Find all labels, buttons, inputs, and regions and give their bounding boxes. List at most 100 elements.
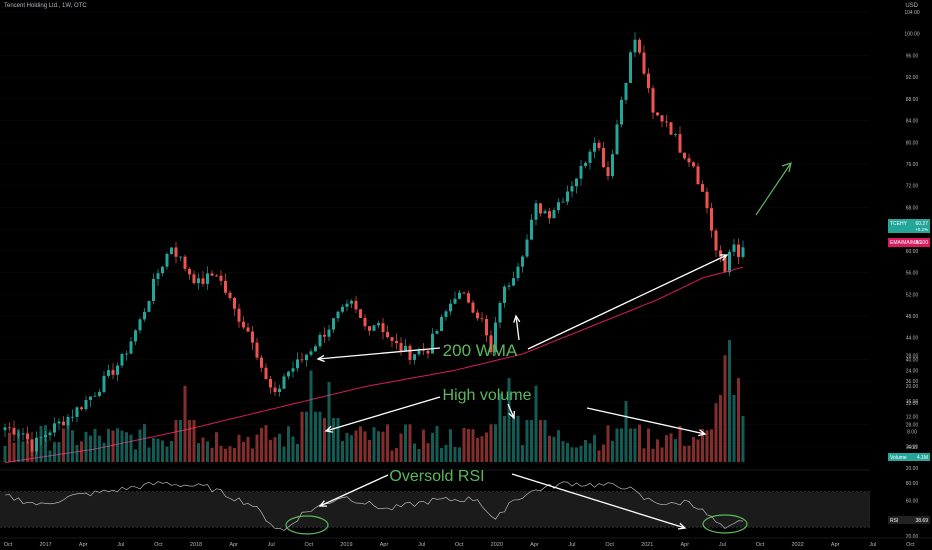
volume-tick-label: 12.00 xyxy=(906,414,919,420)
candle-body xyxy=(206,273,209,284)
volume-bar xyxy=(300,411,304,462)
candle-body xyxy=(476,312,479,319)
candle-body xyxy=(116,365,119,375)
time-tick-label: 2019 xyxy=(340,542,352,548)
time-tick-label: Apr xyxy=(530,542,539,548)
candle xyxy=(12,420,16,442)
volume-bar xyxy=(188,420,191,462)
volume-tick-label: 8.00 xyxy=(907,430,917,436)
volume-bar xyxy=(602,444,605,462)
volume-bar xyxy=(98,435,101,462)
candle-body xyxy=(8,427,11,429)
candle-body xyxy=(363,317,367,327)
candle xyxy=(138,317,142,334)
candle xyxy=(332,317,335,334)
volume-bar xyxy=(89,435,92,462)
volume-bar xyxy=(660,447,664,462)
candle xyxy=(143,307,146,322)
time-tick-label: Apr xyxy=(380,542,389,548)
candle-body xyxy=(345,303,349,307)
rsi-badge-bg xyxy=(888,516,930,524)
candle-body xyxy=(714,230,718,251)
currency-label: USD xyxy=(905,3,918,9)
candle xyxy=(377,320,380,329)
candle xyxy=(593,137,596,159)
candle xyxy=(606,161,610,181)
annotation-label: Oversold RSI xyxy=(389,468,484,485)
volume-bar xyxy=(485,432,488,462)
candle xyxy=(264,363,268,380)
volume-bar xyxy=(422,429,425,462)
candle-body xyxy=(534,203,538,220)
candle-body xyxy=(674,134,677,135)
volume-bar xyxy=(683,446,686,462)
volume-bar xyxy=(237,434,241,462)
candle-body xyxy=(449,303,452,312)
candle-body xyxy=(683,152,686,159)
candle xyxy=(651,85,655,119)
candle-body xyxy=(71,416,74,418)
candle-body xyxy=(651,88,655,113)
arrow-shaft xyxy=(507,403,515,419)
volume-bar xyxy=(593,434,596,462)
candle xyxy=(602,142,605,169)
volume-bar xyxy=(53,442,56,462)
candle-body xyxy=(494,322,497,353)
wma-badge: EMA/MA/MA 156.00 xyxy=(888,238,930,247)
candle-body xyxy=(152,278,155,301)
candle xyxy=(732,238,736,257)
candle xyxy=(120,352,124,369)
candle xyxy=(98,388,101,398)
volume-bar xyxy=(719,394,722,462)
annotation-arrow xyxy=(324,396,441,433)
candle-body xyxy=(314,346,317,352)
candle xyxy=(431,328,434,354)
volume-bar xyxy=(71,430,74,462)
candle xyxy=(260,355,263,372)
volume-bar xyxy=(503,415,506,462)
candle-body xyxy=(228,292,232,298)
volume-bar xyxy=(386,424,389,462)
candle-body xyxy=(593,142,596,152)
arrow-head xyxy=(719,254,729,261)
volume-bar xyxy=(525,420,529,462)
candle-body xyxy=(516,266,520,279)
candle xyxy=(75,406,79,423)
time-tick-label: 2021 xyxy=(641,542,653,548)
candle-body xyxy=(282,376,286,389)
volume-bar xyxy=(543,420,547,462)
volume-bar xyxy=(93,428,97,462)
candle xyxy=(503,284,506,308)
candle-body xyxy=(350,300,353,304)
volume-bar xyxy=(624,401,628,462)
candle-body xyxy=(435,330,439,334)
volume-bar xyxy=(575,447,578,462)
volume-bar xyxy=(372,427,376,462)
volume-bar xyxy=(80,441,83,462)
volume-bar xyxy=(192,420,196,462)
candle xyxy=(566,185,569,206)
volume-bar xyxy=(368,439,371,462)
volume-bar xyxy=(692,436,695,462)
candle xyxy=(453,291,457,305)
arrow-head xyxy=(513,314,521,323)
candle xyxy=(579,159,583,186)
volume-bar xyxy=(539,420,542,462)
candle-body xyxy=(197,278,200,284)
candle xyxy=(390,337,394,348)
arrow-shaft xyxy=(317,347,441,360)
candle-body xyxy=(512,278,515,286)
candle xyxy=(327,324,331,341)
volume-badge: Volume 4.1M xyxy=(888,453,930,461)
candle-body xyxy=(728,251,731,273)
price-tick-label: 36.00 xyxy=(906,379,919,385)
candle-body xyxy=(107,370,110,376)
volume-bar xyxy=(242,441,245,462)
candle xyxy=(417,347,421,357)
time-tick-label: Apr xyxy=(681,542,690,548)
time-tick-label: Jul xyxy=(117,542,124,548)
candle-body xyxy=(503,286,506,303)
volume-bar xyxy=(219,445,223,462)
volume-bar xyxy=(305,411,308,462)
